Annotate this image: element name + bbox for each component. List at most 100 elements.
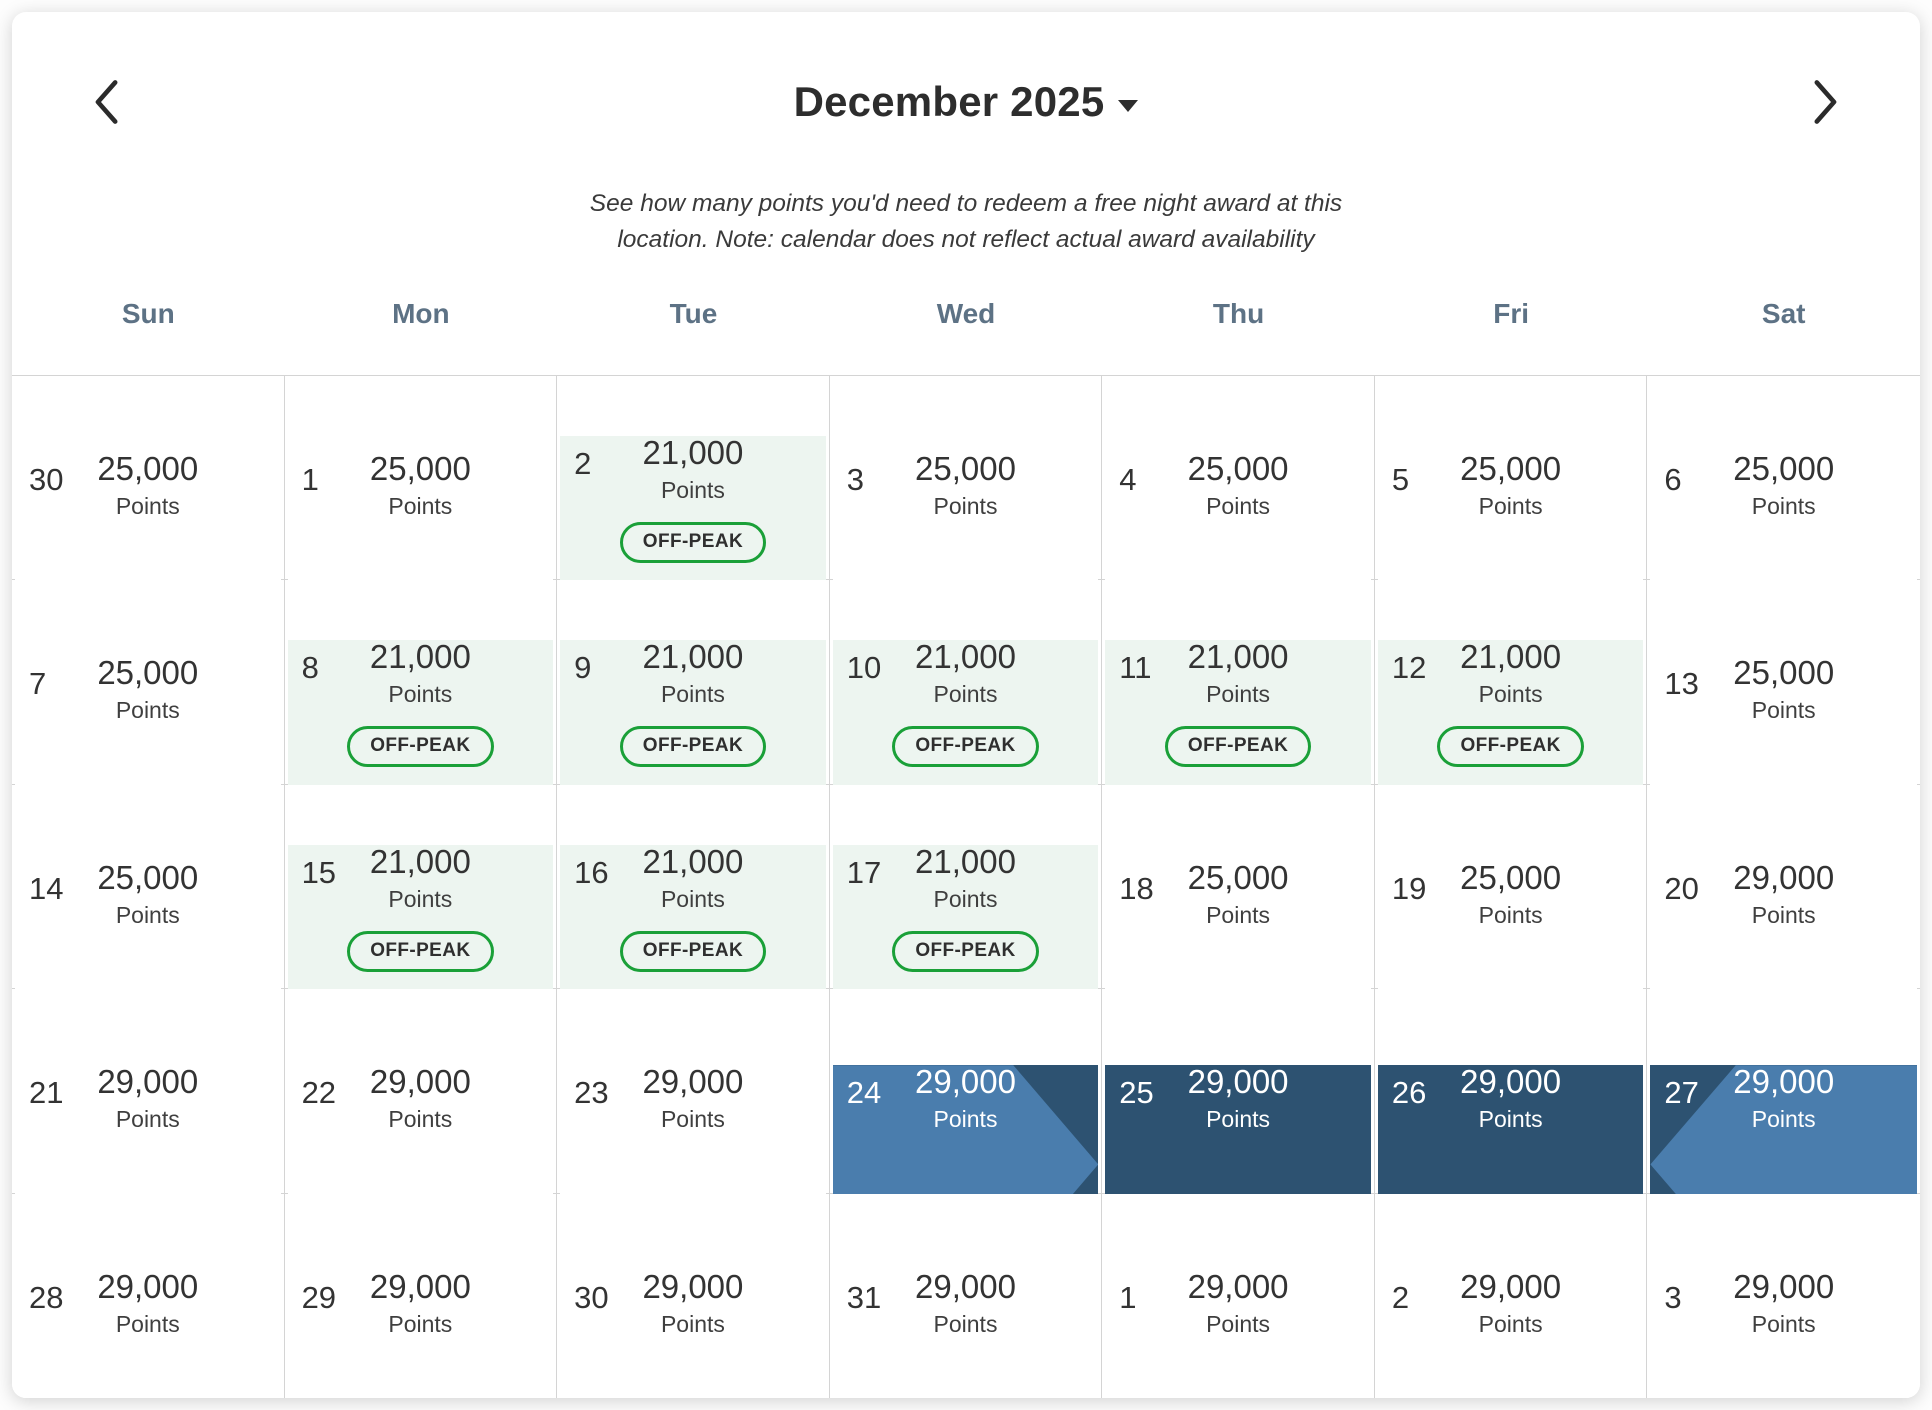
- calendar-cell-day-16[interactable]: 16 21,000 Points OFF-PEAK: [557, 784, 830, 1044]
- calendar-cell-day-14[interactable]: 14 25,000 Points: [12, 784, 285, 1060]
- off-peak-badge: OFF-PEAK: [1437, 726, 1584, 768]
- points-value: 25,000: [369, 450, 471, 487]
- weekday-header-row: Sun Mon Tue Wed Thu Fri Sat: [12, 298, 1920, 330]
- award-calendar-card: December 2025 See how many points you'd …: [12, 12, 1920, 1398]
- calendar-cell-day-22[interactable]: 22 29,000 Points: [284, 989, 558, 1264]
- points-value: 29,000: [1187, 1267, 1289, 1305]
- calendar-cell-day-9[interactable]: 9 21,000 Points OFF-PEAK: [557, 580, 830, 839]
- day-number: 22: [301, 1075, 337, 1111]
- calendar-cell-day-10[interactable]: 10 21,000 Points OFF-PEAK: [829, 580, 1103, 839]
- points-label: Points: [660, 885, 725, 912]
- weekday-wed: Wed: [936, 298, 996, 329]
- calendar-cell-day-18[interactable]: 18 25,000 Points: [1102, 784, 1375, 1060]
- points-label: Points: [1751, 697, 1816, 724]
- calendar-cell-day-21[interactable]: 21 29,000 Points: [12, 989, 285, 1264]
- points-value: 29,000: [1460, 1267, 1562, 1305]
- chevron-right-icon: [1814, 80, 1837, 124]
- points-label: Points: [388, 681, 453, 708]
- day-number: 25: [1119, 1075, 1154, 1111]
- points-value: 29,000: [1733, 1063, 1835, 1101]
- day-number: 2: [574, 446, 592, 481]
- points-label: Points: [660, 681, 725, 708]
- calendar-cell-day-30[interactable]: 30 25,000 Points: [12, 376, 285, 651]
- points-label: Points: [388, 493, 453, 519]
- calendar-cell-day-19[interactable]: 19 25,000 Points: [1374, 784, 1648, 1060]
- points-value: 25,000: [1187, 858, 1289, 896]
- cell-background: 1 29,000 Points: [1105, 1267, 1371, 1398]
- weekday-mon: Mon: [392, 298, 450, 329]
- points-label: Points: [1206, 901, 1271, 928]
- calendar-cell-day-24[interactable]: 24 29,000 Points: [829, 989, 1103, 1264]
- calendar-cell-day-3[interactable]: 3 25,000 Points: [829, 376, 1103, 651]
- calendar-cell-day-11[interactable]: 11 21,000 Points OFF-PEAK: [1102, 580, 1375, 839]
- calendar-cell-day-3[interactable]: 3 29,000 Points: [1647, 1193, 1920, 1398]
- off-peak-badge: OFF-PEAK: [619, 930, 767, 972]
- points-label: Points: [933, 493, 998, 519]
- points-label: Points: [115, 493, 180, 519]
- weekday-sun: Sun: [121, 298, 175, 329]
- points-label: Points: [1751, 1310, 1816, 1337]
- calendar-cell-day-2[interactable]: 2 21,000 Points OFF-PEAK: [557, 376, 830, 635]
- points-value: 25,000: [915, 450, 1016, 487]
- points-label: Points: [1206, 1106, 1271, 1133]
- day-number: 28: [29, 1279, 64, 1315]
- points-value: 29,000: [369, 1063, 471, 1101]
- points-label: Points: [1478, 681, 1543, 708]
- points-label: Points: [388, 1310, 453, 1337]
- points-label: Points: [1206, 493, 1271, 519]
- calendar-cell-day-27[interactable]: 27 29,000 Points: [1647, 989, 1920, 1264]
- calendar-cell-day-23[interactable]: 23 29,000 Points: [557, 989, 830, 1264]
- calendar-cell-day-20[interactable]: 20 29,000 Points: [1647, 784, 1920, 1060]
- day-number: 30: [29, 462, 64, 497]
- day-number: 15: [301, 854, 337, 890]
- calendar-cell-day-4[interactable]: 4 25,000 Points: [1102, 376, 1375, 651]
- dropdown-caret-icon: [1118, 100, 1139, 112]
- points-label: Points: [115, 697, 180, 724]
- points-label: Points: [1206, 681, 1271, 708]
- calendar-cell-day-7[interactable]: 7 25,000 Points: [12, 580, 285, 855]
- points-value: 21,000: [642, 842, 744, 880]
- day-number: 5: [1391, 462, 1410, 497]
- day-number: 10: [846, 650, 882, 686]
- points-label: Points: [388, 1106, 453, 1133]
- calendar-cell-day-1[interactable]: 1 29,000 Points: [1102, 1193, 1375, 1398]
- calendar-cell-day-5[interactable]: 5 25,000 Points: [1374, 376, 1648, 651]
- day-number: 17: [846, 854, 882, 890]
- calendar-cell-day-2[interactable]: 2 29,000 Points: [1374, 1193, 1648, 1398]
- calendar-cell-day-26[interactable]: 26 29,000 Points: [1374, 989, 1648, 1264]
- points-label: Points: [1478, 1106, 1543, 1133]
- calendar-cell-day-6[interactable]: 6 25,000 Points: [1647, 376, 1920, 651]
- points-value: 29,000: [97, 1063, 199, 1101]
- calendar-cell-day-17[interactable]: 17 21,000 Points OFF-PEAK: [829, 784, 1103, 1044]
- calendar-cell-day-29[interactable]: 29 29,000 Points: [284, 1193, 558, 1398]
- points-label: Points: [1206, 1310, 1271, 1337]
- calendar-cell-day-25[interactable]: 25 29,000 Points: [1102, 989, 1375, 1264]
- prev-month-button[interactable]: [78, 74, 134, 130]
- points-value: 29,000: [97, 1267, 199, 1305]
- points-label: Points: [933, 1106, 998, 1133]
- calendar-cell-day-13[interactable]: 13 25,000 Points: [1647, 580, 1920, 855]
- next-month-button[interactable]: [1798, 74, 1854, 130]
- calendar-cell-day-1[interactable]: 1 25,000 Points: [284, 376, 558, 651]
- cell-background: 3 29,000 Points: [1650, 1269, 1917, 1398]
- day-number: 11: [1119, 650, 1152, 686]
- month-year-selector[interactable]: December 2025: [12, 78, 1920, 126]
- points-value: 21,000: [915, 638, 1016, 676]
- calendar-cell-day-15[interactable]: 15 21,000 Points OFF-PEAK: [284, 784, 558, 1044]
- calendar-cell-day-28[interactable]: 28 29,000 Points: [12, 1193, 285, 1398]
- day-number: 16: [574, 854, 609, 890]
- day-number: 6: [1664, 462, 1682, 497]
- day-number: 2: [1391, 1279, 1410, 1315]
- calendar-cell-day-30[interactable]: 30 29,000 Points: [557, 1193, 830, 1398]
- points-value: 21,000: [369, 842, 471, 880]
- points-value: 21,000: [369, 638, 471, 676]
- calendar-cell-day-31[interactable]: 31 29,000 Points: [829, 1193, 1103, 1398]
- points-value: 25,000: [97, 654, 199, 692]
- month-year-title: December 2025: [793, 78, 1105, 125]
- calendar-cell-day-8[interactable]: 8 21,000 Points OFF-PEAK: [284, 580, 558, 839]
- calendar-grid: 30 25,000 Points 1 25,000 Points 2 21,000 Points…: [12, 375, 1920, 1398]
- points-value: 25,000: [1460, 858, 1562, 896]
- calendar-cell-day-12[interactable]: 12 21,000 Points OFF-PEAK: [1374, 580, 1648, 839]
- note-line-2: location. Note: calendar does not reflec…: [617, 226, 1315, 253]
- day-number: 26: [1391, 1075, 1427, 1111]
